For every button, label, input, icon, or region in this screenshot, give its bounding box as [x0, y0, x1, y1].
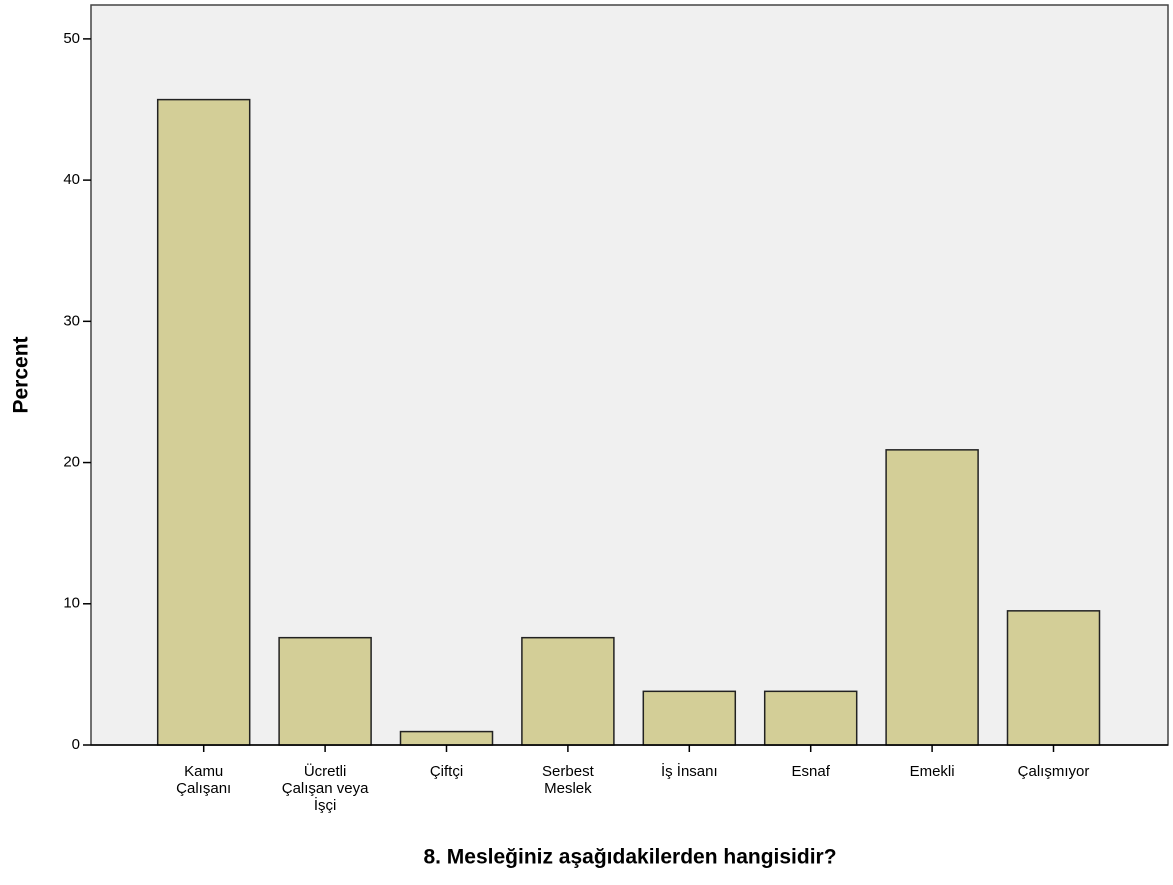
bar: [885, 449, 979, 746]
y-axis-title: Percent: [10, 336, 33, 413]
y-tick-label: 10: [63, 595, 80, 612]
x-tick-label: Ücretli Çalışan veya İşçi: [282, 762, 369, 814]
x-tick-label: İş İnsanı: [661, 762, 718, 780]
bar: [399, 730, 494, 746]
y-tick-label: 20: [63, 454, 80, 471]
x-tick-label: Çalışmıyor: [1018, 763, 1090, 780]
y-tick-label: 0: [72, 736, 80, 753]
y-tick-label: 50: [63, 30, 80, 47]
plot-area: [90, 4, 1169, 746]
bar: [1006, 610, 1101, 746]
bar: [642, 690, 737, 746]
x-tick-label: Serbest Meslek: [542, 763, 595, 797]
bar: [521, 636, 615, 746]
x-tick-label: Çiftçi: [430, 763, 463, 780]
y-tick-label: 40: [63, 171, 80, 188]
bar: [156, 98, 251, 746]
y-tick-label: 30: [63, 312, 80, 329]
bar: [278, 636, 372, 746]
x-tick-label: Esnaf: [792, 763, 831, 780]
x-tick-label: Emekli: [910, 763, 955, 780]
bar: [763, 690, 858, 746]
x-axis-title: 8. Mesleğiniz aşağıdakilerden hangisidir…: [423, 846, 836, 869]
x-tick-label: Kamu Çalışanı: [176, 763, 231, 797]
